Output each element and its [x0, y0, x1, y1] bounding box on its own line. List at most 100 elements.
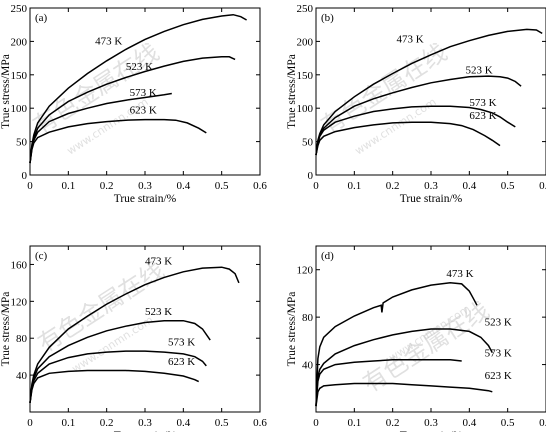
x-tick-label-b-0-2: 0.2 — [386, 180, 400, 192]
series-label-a-573-k: 573 K — [130, 87, 157, 99]
x-axis-title-d: True strain/% — [400, 430, 463, 432]
y-tick-label-d-80: 80 — [302, 312, 314, 324]
series-label-d-473-k: 473 K — [446, 268, 473, 280]
x-axis-title-c: True strain/% — [114, 430, 177, 432]
y-tick-label-a-200: 200 — [11, 36, 28, 48]
y-tick-label-b-250: 250 — [297, 3, 314, 15]
plot-frame-b — [315, 7, 546, 176]
x-tick-label-a-0-1: 0.1 — [61, 180, 75, 192]
series-label-d-573-k: 573 K — [485, 347, 512, 359]
curve-b-573-k — [315, 105, 516, 156]
series-label-a-523-k: 523 K — [126, 61, 153, 73]
y-tick-label-c-120: 120 — [11, 296, 28, 308]
series-label-d-623-k: 623 K — [485, 370, 512, 382]
y-tick-label-b-0: 0 — [308, 170, 314, 182]
y-tick-label-c-80: 80 — [16, 333, 28, 345]
panel-label-b: (b) — [321, 12, 334, 24]
curve-b-473-k — [315, 28, 543, 156]
x-tick-label-b-0-6: 0.6 — [539, 180, 546, 192]
curve-b-523-k — [315, 75, 522, 156]
x-tick-label-a-0-6: 0.6 — [253, 180, 267, 192]
y-tick-label-a-0: 0 — [22, 170, 28, 182]
series-label-d-523-k: 523 K — [485, 316, 512, 328]
x-tick-label-d-0-6: 0.6 — [539, 417, 546, 429]
series-label-b-523-k: 523 K — [466, 64, 493, 76]
curve-d-573-k — [315, 359, 462, 407]
curve-a-573-k — [29, 92, 172, 164]
x-tick-label-d-0-2: 0.2 — [386, 417, 400, 429]
x-tick-label-c-0-5: 0.5 — [215, 417, 229, 429]
panel-label-c: (c) — [35, 250, 48, 262]
x-tick-label-c-0-6: 0.6 — [253, 417, 267, 429]
chart-panel-c: 0 0.1 0.2 0.3 0.4 0.5 0.6 40 80 120 160 True strain… — [0, 245, 267, 432]
curve-c-623-k — [29, 369, 200, 403]
x-tick-label-d-0-5: 0.5 — [501, 417, 515, 429]
curve-b-623-k — [315, 121, 501, 156]
curve-a-623-k — [29, 118, 207, 164]
series-label-a-473-k: 473 K — [95, 36, 122, 48]
x-tick-label-a-0: 0 — [27, 180, 33, 192]
y-tick-label-a-250: 250 — [11, 3, 28, 15]
x-tick-label-c-0-2: 0.2 — [100, 417, 114, 429]
curve-a-473-k — [29, 13, 247, 164]
y-tick-label-c-160: 160 — [11, 259, 28, 271]
chart-panel-b: 0 0.1 0.2 0.3 0.4 0.5 0.6 0 50 100 150 200 250 True s… — [286, 3, 546, 205]
x-tick-label-d-0: 0 — [313, 417, 319, 429]
y-tick-label-b-50: 50 — [302, 137, 314, 149]
y-tick-label-c-40: 40 — [16, 370, 28, 382]
series-label-c-623-k: 623 K — [168, 356, 195, 368]
watermark-text-b: 有色金属在线 — [316, 38, 452, 140]
x-tick-label-b-0-3: 0.3 — [424, 180, 438, 192]
x-axis-title-b: True strain/% — [400, 193, 463, 205]
y-tick-label-d-120: 120 — [297, 265, 314, 277]
x-tick-label-c-0-4: 0.4 — [176, 417, 190, 429]
x-tick-label-a-0-5: 0.5 — [215, 180, 229, 192]
y-tick-label-b-150: 150 — [297, 70, 314, 82]
chart-panel-d: 0 0.1 0.2 0.3 0.4 0.5 0.6 40 80 120 True strain/% T… — [286, 245, 546, 432]
x-tick-label-d-0-4: 0.4 — [462, 417, 476, 429]
curve-c-473-k — [29, 266, 240, 403]
y-tick-label-b-200: 200 — [297, 36, 314, 48]
y-axis-title-d: True stress/MPa — [286, 292, 298, 367]
y-tick-label-b-100: 100 — [297, 103, 314, 115]
curve-c-573-k — [29, 350, 207, 403]
x-tick-label-c-0-3: 0.3 — [138, 417, 152, 429]
series-label-c-523-k: 523 K — [145, 306, 172, 318]
x-tick-label-d-0-3: 0.3 — [424, 417, 438, 429]
y-axis-title-a: True stress/MPa — [0, 54, 12, 129]
chart-panel-a: 0 0.1 0.2 0.3 0.4 0.5 0.6 0 50 100 150 200 250 True s… — [0, 3, 267, 205]
panel-label-d: (d) — [321, 250, 334, 262]
y-tick-label-d-40: 40 — [302, 360, 314, 372]
y-tick-label-a-50: 50 — [16, 137, 28, 149]
y-axis-title-c: True stress/MPa — [0, 292, 12, 367]
x-axis-title-a: True strain/% — [114, 193, 177, 205]
y-tick-label-a-100: 100 — [11, 103, 28, 115]
curve-c-523-k — [29, 319, 211, 403]
curve-a-523-k — [29, 56, 236, 164]
x-tick-label-b-0-1: 0.1 — [347, 180, 361, 192]
x-tick-label-a-0-2: 0.2 — [100, 180, 114, 192]
x-tick-label-a-0-3: 0.3 — [138, 180, 152, 192]
x-tick-label-b-0: 0 — [313, 180, 319, 192]
x-tick-label-c-0: 0 — [27, 417, 33, 429]
x-tick-label-a-0-4: 0.4 — [176, 180, 190, 192]
series-label-b-623-k: 623 K — [469, 110, 496, 122]
curve-d-473-k — [315, 282, 478, 407]
series-label-a-623-k: 623 K — [130, 105, 157, 117]
series-label-c-573-k: 573 K — [168, 337, 195, 349]
series-label-b-573-k: 573 K — [469, 97, 496, 109]
x-tick-label-c-0-1: 0.1 — [61, 417, 75, 429]
series-label-b-473-k: 473 K — [397, 34, 424, 46]
x-tick-label-b-0-4: 0.4 — [462, 180, 476, 192]
y-axis-title-b: True stress/MPa — [286, 54, 298, 129]
watermark-text-d: 有色金属在线 — [358, 296, 494, 398]
series-label-c-473-k: 473 K — [145, 255, 172, 267]
curve-d-623-k — [315, 382, 493, 407]
y-tick-label-a-150: 150 — [11, 70, 28, 82]
panel-label-a: (a) — [35, 12, 48, 24]
x-tick-label-b-0-5: 0.5 — [501, 180, 515, 192]
x-tick-label-d-0-1: 0.1 — [347, 417, 361, 429]
curve-d-523-k — [315, 328, 493, 407]
watermark-layer: 有色金属在线 www.cnnmn.com 有色金属在线 www.cnnmn.co… — [28, 38, 494, 398]
